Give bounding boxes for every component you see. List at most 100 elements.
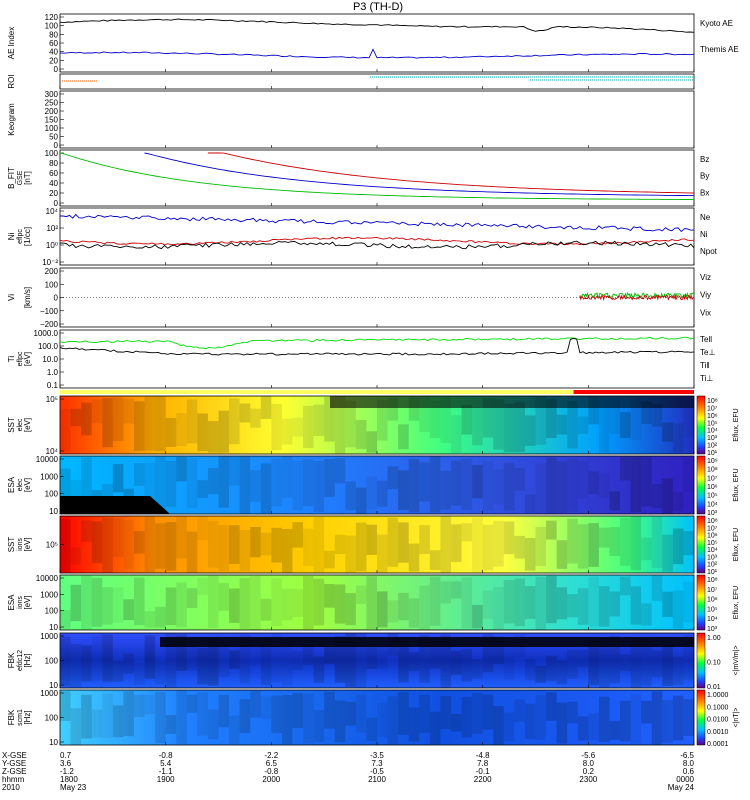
keogram-ylabel: Keogram [7,103,16,136]
axis-tick-value: -0.1 [476,767,490,776]
esa_e-texture-column [313,460,325,512]
sst_e-texture-column [641,401,652,425]
ni-legend-Ni: Ni [700,230,708,239]
esa_e-colorbar-label: 10³ [707,510,718,517]
esa_i-ytick-label: 10000 [36,574,59,583]
axis-row-label: 2010 [2,783,20,792]
esa_i-texture-column [482,590,494,619]
esa_i-texture-column [81,575,92,630]
esa_i-colorbar-label: 10³ [707,626,718,633]
esa_e-texture-column [567,458,578,512]
fbk2-spectrogram [60,690,694,745]
esa_i-spectrogram [60,575,694,630]
sst_e-texture-column [630,396,642,440]
fbk2-texture-column [218,694,230,728]
ae-frame [59,13,695,73]
fbk1-ytick-label: 1000 [40,632,58,641]
sst_e-texture-column [577,416,589,434]
sst_e-texture-column [133,401,145,451]
sst_e-colorbar-title: Eflux, EFU [733,408,740,441]
esa_i-texture-column [366,576,377,629]
fbk2-ytick-label: 10 [49,738,58,747]
fbk2-texture-column [345,701,356,726]
fbk2-texture-column [651,691,663,745]
fbk2-texture-column [81,694,92,739]
vi-ylabel3: [km/s] [23,287,32,308]
fbk1-ytick-label: 100 [45,657,59,666]
sst_e-texture-column [271,403,282,451]
esa_e-texture-column [472,464,483,499]
sst_i-texture-column [556,540,568,569]
fbk1-texture-column [133,662,145,686]
esa_i-texture-column [313,578,325,626]
fbk2-colorbar-label: 1.0000 [707,692,729,699]
fbk2-texture-column [429,711,441,745]
fbk2-texture-column [377,702,388,737]
esa_i-texture-column [461,577,473,629]
esa_e-ytick-label: 10 [49,507,58,516]
sst_e-texture-column [482,398,494,438]
sst_i-texture-column [419,525,430,555]
fbk2-texture-column [102,693,113,738]
bfit-ytick-label: 100 [45,149,59,158]
sst_e-colorbar-label: 10⁴ [707,428,718,435]
esa_e-texture-column [493,469,504,505]
fbk1-ylabel3: [Hz] [23,653,32,667]
fbk1-texture-column [239,634,251,684]
esa_i-texture-column [165,587,177,626]
sst_e-colorbar-label: 10³ [707,435,718,442]
esa_e-texture-column [260,463,272,514]
fbk1-texture-column [588,640,599,686]
fbk2-texture-column [620,700,631,742]
sst_i-texture-column [440,516,451,573]
sst_i-texture-column [546,520,557,540]
fbk1-texture-column [303,645,314,665]
sst_i-texture-column [250,526,261,558]
sst_i-texture-column [609,527,621,557]
sst_e-texture-column [461,405,473,435]
fbk2-colorbar-label: 0.0001 [707,741,729,748]
fbk1-texture-column [524,658,536,681]
fbk1-colorbar [696,632,706,689]
fbk1-texture-column [398,640,409,683]
esa_e-texture-column [408,459,420,513]
esa_i-colorbar-label: 10⁷ [707,587,718,594]
fbk2-texture-column [123,691,134,737]
esa_i-texture-column [672,590,684,629]
sst_i-texture-column [366,524,377,555]
fbk1-texture-column [91,635,103,681]
sst_i-texture-column [683,530,694,556]
keogram-frame [59,90,695,149]
sst_i-colorbar [696,515,706,574]
ae-ytick-label: 80 [49,30,58,39]
sst_i-texture-column [70,547,82,565]
sst_e-texture-column [250,408,261,428]
sst_i-texture-column [567,518,578,564]
sst_e-texture-column [387,398,399,421]
sst_e-texture-column [514,402,525,453]
esa_e-texture-column [387,466,399,490]
sst_e-texture-column [186,399,198,444]
sst-e-black-band [330,396,694,408]
esa_e-texture-column [556,461,568,513]
plot-title: P3 (TH-D) [353,1,403,13]
fbk2-texture-column [91,709,103,738]
esa_e-texture-column [345,481,356,511]
ae-legend-Kyoto AE: Kyoto AE [700,19,733,28]
sst_i-texture-column [303,528,314,567]
esa_i-texture-column [112,587,124,623]
esa_i-texture-column [70,584,82,622]
sst_e-ytick-label: 10⁵ [46,395,58,404]
fbk2-texture-column [197,692,208,736]
sst_e-texture-column [493,398,504,450]
bfit-legend-Bx: Bx [700,188,709,197]
sst_i-spectrogram [60,516,694,573]
sst_i-colorbar-label: 10⁸ [707,518,718,525]
esa_e-texture-column [440,470,451,510]
fbk1-texture-column [345,633,356,687]
ae-legend-Themis AE: Themis AE [700,45,739,54]
sst_i-texture-column [281,528,293,573]
fbk1-black-band [160,637,694,647]
sst_e-texture-column [683,408,694,438]
